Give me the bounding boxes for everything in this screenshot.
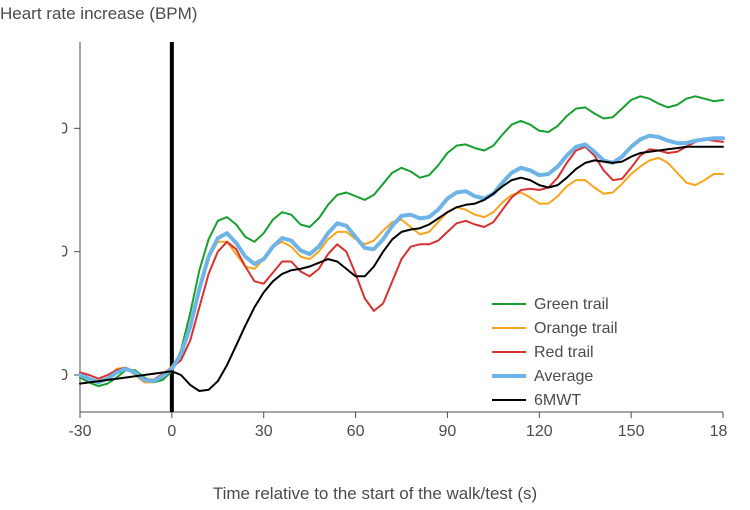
series-six-mwt bbox=[80, 147, 723, 391]
x-axis-title: Time relative to the start of the walk/t… bbox=[0, 484, 750, 504]
legend-label: 6MWT bbox=[534, 392, 581, 409]
x-tick-label: 30 bbox=[255, 423, 273, 440]
y-axis-title: Heart rate increase (BPM) bbox=[0, 4, 197, 24]
legend-label: Red trail bbox=[534, 344, 594, 361]
series-green-trail bbox=[80, 96, 723, 386]
x-tick-label: 90 bbox=[439, 423, 457, 440]
plot-area: -30 0 30 60 90 120 150 180 0 10 20 Green trail Orang… bbox=[62, 36, 727, 456]
x-tick-label: 120 bbox=[526, 423, 553, 440]
x-tick-label: 0 bbox=[167, 423, 176, 440]
legend-label: Average bbox=[534, 368, 593, 385]
y-tick-label: 10 bbox=[62, 244, 68, 261]
series-orange-trail bbox=[80, 158, 723, 383]
y-tick-label: 20 bbox=[62, 120, 68, 137]
x-tick-label: -30 bbox=[68, 423, 91, 440]
series-red-trail bbox=[80, 139, 723, 380]
x-tick-label: 150 bbox=[618, 423, 645, 440]
x-tick-label: 180 bbox=[710, 423, 727, 440]
heart-rate-chart: Heart rate increase (BPM) -30 0 30 60 90 120 1… bbox=[0, 0, 750, 510]
legend: Green trail Orange trail Red trail Average 6… bbox=[492, 296, 618, 409]
y-tick-label: 0 bbox=[62, 367, 68, 384]
x-tick-label: 60 bbox=[347, 423, 365, 440]
legend-label: Orange trail bbox=[534, 320, 618, 337]
legend-label: Green trail bbox=[534, 296, 609, 313]
